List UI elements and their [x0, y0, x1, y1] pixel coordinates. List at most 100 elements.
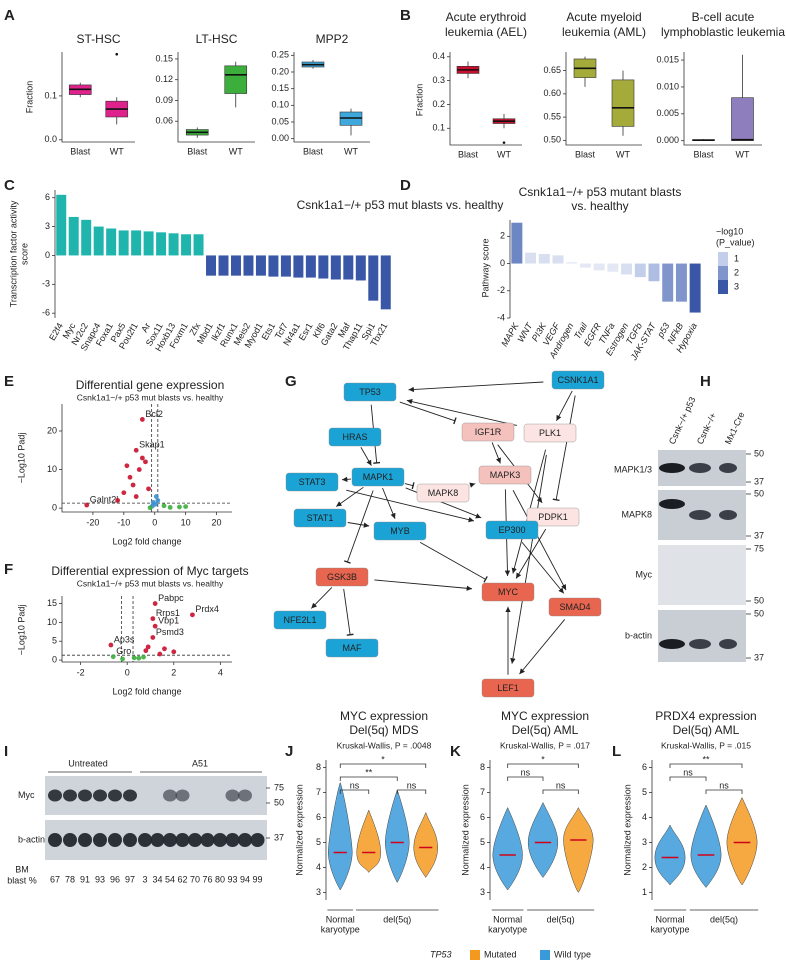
subplot-title: MPP2	[316, 32, 349, 46]
y-tick-label: 3	[642, 837, 647, 847]
y-axis-label: −Log10 Padj	[16, 605, 26, 656]
y-tick-label: 0	[500, 258, 505, 268]
node-label: PLK1	[539, 428, 561, 438]
band	[659, 639, 685, 649]
chart-title: Del(5q) MDS	[349, 723, 418, 737]
node	[461, 422, 515, 442]
point	[161, 503, 167, 509]
legend-label: Mutated	[484, 949, 517, 959]
edge	[408, 381, 544, 393]
blast-label: blast %	[7, 875, 37, 885]
x-tick-label: WT	[229, 146, 243, 156]
point	[121, 490, 127, 496]
bar	[93, 226, 104, 256]
bracket	[339, 789, 370, 794]
panel-label: I	[4, 743, 8, 760]
node-label: TP53	[359, 387, 381, 397]
y-tick-label: 0.15	[271, 83, 289, 93]
node-label: STAT3	[299, 477, 326, 487]
band	[63, 833, 77, 847]
y-tick-label: 0.25	[271, 50, 289, 60]
point	[139, 455, 145, 461]
column-label: Csnk−/+ p53	[667, 395, 698, 445]
x-tick-label: 0	[152, 517, 157, 527]
chart-subtitle: Csnk1a1−/+ p53 mut blasts vs. healthy	[77, 578, 224, 588]
y-axis-label: Fraction	[414, 84, 424, 117]
blast-value: 96	[110, 874, 120, 884]
edge	[343, 490, 374, 564]
node-label: CSNK1A1	[557, 375, 598, 385]
chart-title: Del(5q) AML	[673, 723, 740, 737]
point	[139, 417, 145, 422]
band	[238, 789, 252, 802]
bar	[181, 234, 192, 256]
group-label: Normal	[326, 914, 355, 924]
node	[285, 472, 339, 492]
chart-title: Del(5q) AML	[512, 723, 579, 737]
bar	[355, 255, 366, 281]
bracket	[507, 763, 579, 768]
panel-label: E	[4, 373, 14, 390]
legend-swatch	[540, 950, 550, 960]
legend-label: 2	[734, 267, 739, 277]
edge	[552, 395, 576, 502]
bar	[634, 263, 646, 278]
x-tick-label: -10	[117, 517, 130, 527]
marker-label: 37	[754, 530, 764, 540]
point	[143, 459, 148, 465]
panel-label: J	[285, 743, 293, 760]
y-axis-label: Transcription factor activity	[8, 200, 18, 307]
subplot-title: leukemia (AEL)	[445, 25, 527, 39]
edge	[310, 587, 333, 609]
blast-value: 93	[227, 874, 237, 884]
panel-label: F	[4, 561, 13, 578]
band	[719, 510, 737, 520]
bar	[255, 255, 266, 276]
marker-label: 50	[754, 608, 764, 618]
bar	[552, 255, 564, 264]
row-label: b-actin	[18, 834, 45, 844]
band	[213, 833, 227, 847]
y-tick-label: 8	[316, 762, 321, 772]
subplot-title: ST-HSC	[76, 32, 120, 46]
y-tick-label: 0.1	[432, 123, 445, 133]
point-label: Rrps1	[156, 608, 180, 618]
bar	[56, 194, 67, 256]
node	[325, 638, 379, 658]
y-tick-label: 0.60	[543, 88, 561, 98]
point	[153, 494, 159, 499]
panel-label: A	[4, 7, 15, 24]
marker-label: 37	[754, 652, 764, 662]
row-label: MAPK8	[621, 509, 652, 519]
point	[84, 502, 90, 508]
y-tick-label: 0.00	[271, 133, 289, 143]
y-tick-label: 5	[52, 636, 57, 646]
x-tick-label: 2	[171, 667, 176, 677]
edge	[491, 442, 501, 464]
edge	[346, 489, 475, 523]
band	[719, 463, 737, 473]
significance: **	[365, 767, 373, 777]
group-label: Normal	[655, 914, 684, 924]
node	[481, 678, 535, 698]
blot-strip	[658, 610, 746, 662]
bar	[380, 255, 391, 310]
significance: *	[381, 754, 385, 764]
box	[611, 79, 635, 127]
blast-value: 70	[190, 874, 200, 884]
x-tick-label: Blast	[303, 146, 324, 156]
band	[108, 789, 122, 802]
point	[157, 651, 163, 657]
x-tick-label: Blast	[458, 149, 479, 159]
blast-value: 54	[165, 874, 175, 884]
node	[293, 508, 347, 528]
x-tick-label: 20	[212, 517, 222, 527]
edge	[341, 476, 352, 483]
group-label: karyotype	[321, 924, 360, 934]
y-tick-label: -2	[497, 285, 505, 295]
marker-label: 50	[274, 797, 284, 807]
legend-swatch	[718, 252, 728, 266]
violin	[563, 806, 594, 893]
node-label: PDPK1	[538, 512, 568, 522]
edge	[382, 487, 396, 519]
